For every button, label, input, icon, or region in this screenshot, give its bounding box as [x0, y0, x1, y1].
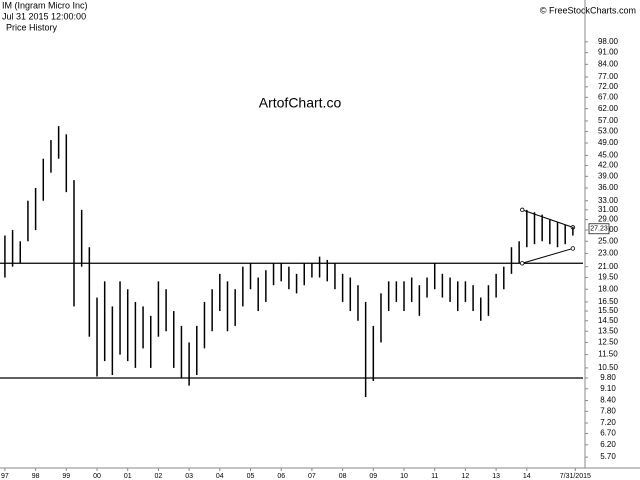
trendline [522, 209, 574, 228]
y-tick-label: 19.50 [598, 273, 619, 282]
x-tick-label: 10 [400, 473, 408, 480]
y-tick-label: 45.00 [598, 151, 619, 160]
y-tick-label: 91.00 [598, 48, 619, 57]
x-tick-label: 97 [1, 473, 9, 480]
y-tick-label: 16.50 [598, 297, 619, 306]
y-tick-label: 49.00 [598, 138, 619, 147]
x-tick-label: 07 [308, 473, 316, 480]
trendline [522, 247, 574, 264]
y-tick-label: 5.70 [600, 452, 616, 461]
y-tick-label: 33.00 [598, 196, 619, 205]
y-tick-label: 72.00 [598, 82, 619, 91]
x-tick-label: 04 [216, 473, 224, 480]
y-tick-label: 98.00 [598, 37, 619, 46]
y-tick-label: 7.20 [600, 418, 616, 427]
y-tick-label: 9.80 [600, 373, 616, 382]
x-tick-label: 06 [277, 473, 285, 480]
y-tick-label: 14.50 [598, 316, 619, 325]
x-tick-label: 14 [523, 473, 531, 480]
y-tick-label: 8.40 [600, 396, 616, 405]
y-tick-label: 18.00 [598, 284, 619, 293]
trendline-point [520, 207, 525, 213]
symbol: IM (Ingram Micro Inc) [2, 0, 88, 10]
y-tick-label: 62.00 [598, 104, 619, 113]
y-tick-label: 84.00 [598, 59, 619, 68]
x-tick-label: 11 [431, 473, 438, 480]
y-tick-label: 10.50 [598, 363, 619, 372]
x-tick-label: 98 [32, 473, 40, 480]
y-tick-label: 77.00 [598, 72, 619, 81]
y-tick-label: 23.00 [598, 249, 619, 258]
y-tick-label: 53.00 [598, 127, 619, 136]
y-tick-label: 9.10 [600, 384, 616, 393]
y-tick-label: 42.00 [598, 161, 619, 170]
last-price-label: 27.23 [590, 226, 608, 233]
y-tick-label: 25.00 [598, 236, 619, 245]
x-tick-label: 00 [93, 473, 101, 480]
timestamp: Jul 31 2015 12:00:00 [2, 11, 86, 21]
trendline-point [570, 246, 576, 251]
x-tick-label: 09 [369, 473, 377, 480]
x-tick-label: 02 [155, 473, 163, 480]
y-tick-label: 6.70 [600, 429, 616, 438]
y-tick-label: 7.80 [600, 406, 616, 415]
y-tick-label: 39.00 [598, 171, 619, 180]
x-tick-label: 05 [247, 473, 255, 480]
x-tick-label: 7/31/2015 [560, 473, 591, 480]
y-tick-label: 67.00 [598, 92, 619, 101]
x-tick-label: 99 [62, 473, 70, 480]
y-tick-label: 36.00 [598, 183, 619, 192]
y-tick-label: 21.00 [598, 262, 619, 271]
y-tick-label: 6.20 [600, 440, 616, 449]
y-tick-label: 11.50 [598, 350, 618, 359]
chart-title: Price History [6, 22, 58, 32]
x-tick-label: 13 [492, 473, 500, 480]
y-tick-label: 31.00 [598, 205, 619, 214]
y-tick-label: 13.50 [598, 326, 619, 335]
x-tick-label: 01 [124, 473, 132, 480]
x-tick-label: 12 [462, 473, 470, 480]
x-tick-label: 03 [185, 473, 193, 480]
copyright: © FreeStockCharts.com [540, 5, 636, 15]
y-tick-label: 15.50 [598, 306, 619, 315]
y-tick-label: 29.00 [598, 215, 619, 224]
y-tick-label: 57.00 [598, 116, 619, 125]
last-price-box [588, 223, 610, 235]
x-tick-label: 08 [339, 473, 347, 480]
y-tick-label: 12.50 [598, 338, 619, 347]
watermark: ArtofChart.co [259, 95, 342, 111]
trendline-point [520, 261, 525, 266]
